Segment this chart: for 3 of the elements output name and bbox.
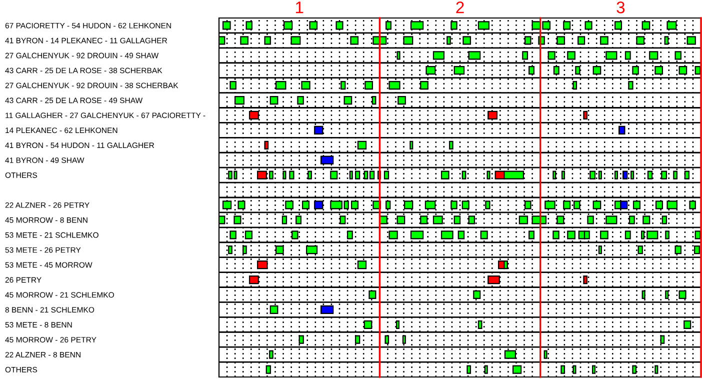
- x-tick-label: 3: [616, 2, 625, 14]
- x-tick-label: 2: [456, 2, 464, 14]
- x-tick-label: 1: [296, 2, 304, 14]
